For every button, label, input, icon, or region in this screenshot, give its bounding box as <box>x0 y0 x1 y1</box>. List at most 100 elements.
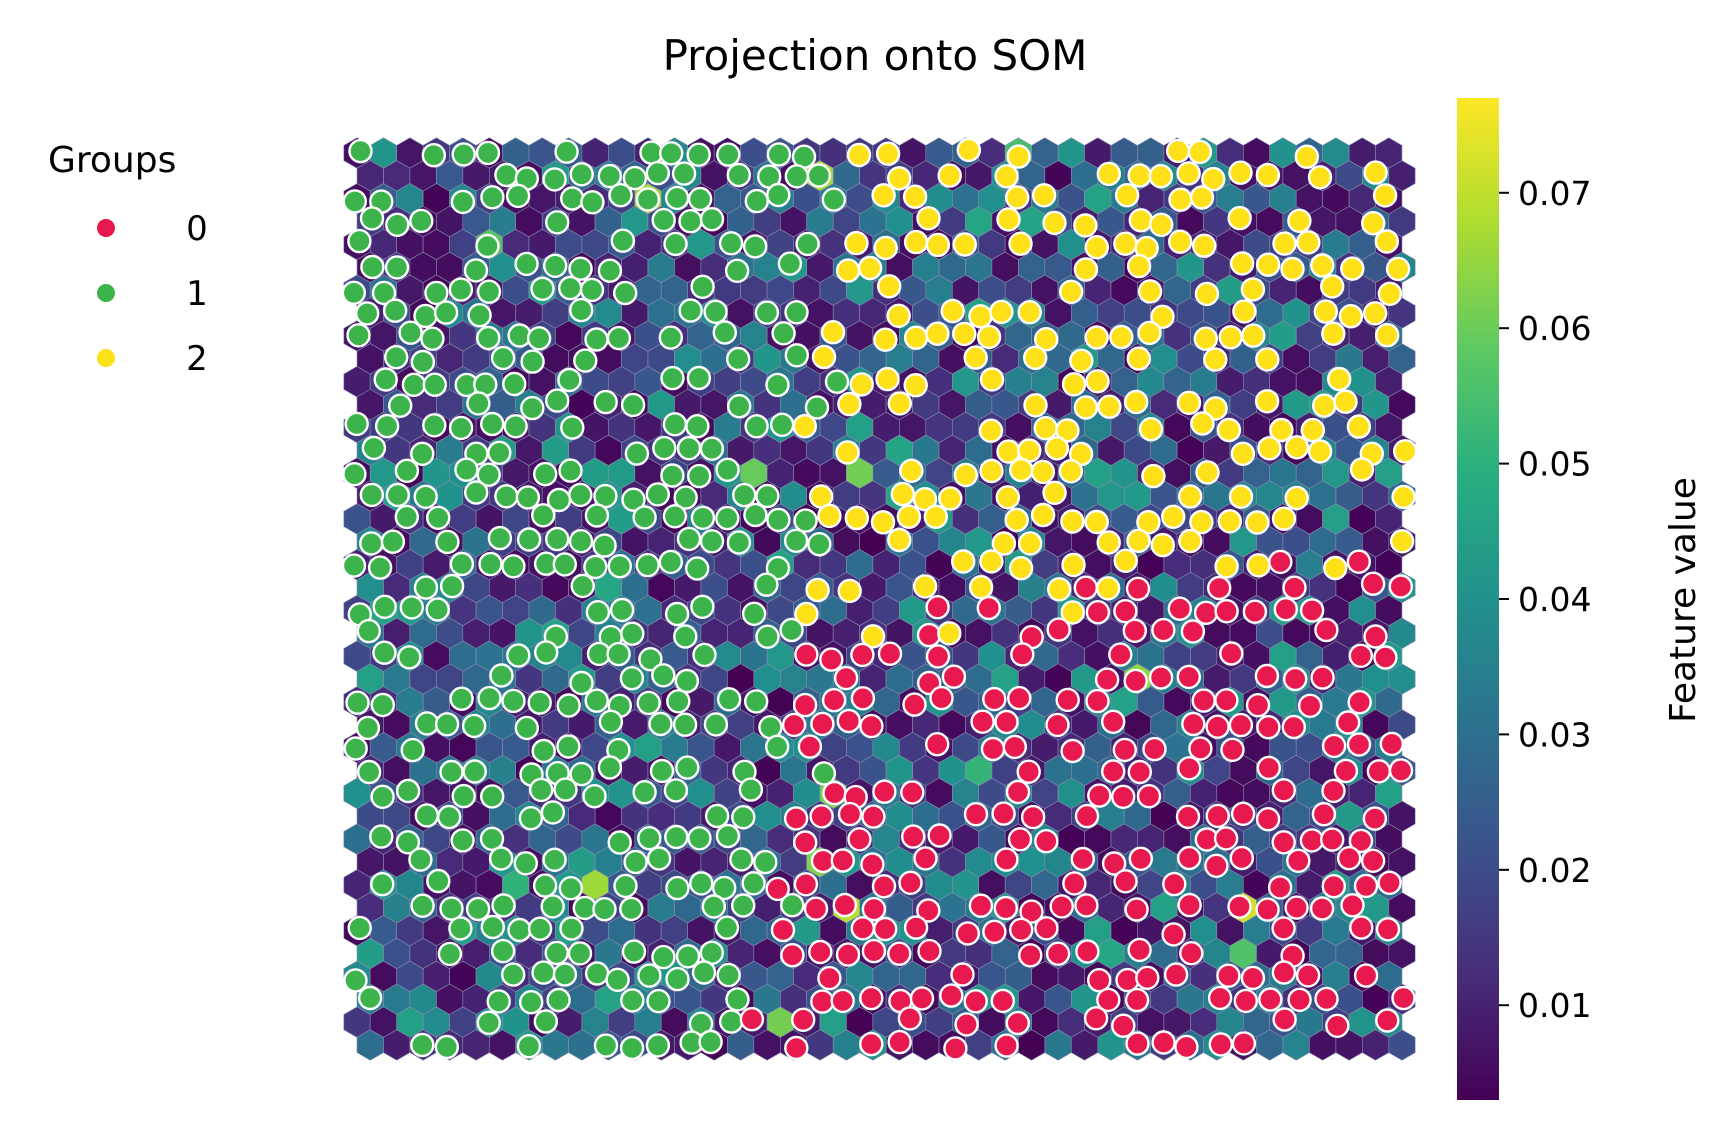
point-group-0 <box>739 1007 765 1032</box>
point-group-0 <box>872 779 897 804</box>
point-group-1 <box>414 711 440 736</box>
point-group-2 <box>860 624 886 649</box>
point-group-2 <box>1228 160 1253 185</box>
point-group-1 <box>395 830 421 855</box>
point-group-0 <box>830 988 855 1014</box>
point-group-0 <box>850 916 875 941</box>
point-group-2 <box>1084 509 1109 535</box>
point-group-1 <box>345 690 370 715</box>
point-group-2 <box>805 577 830 603</box>
point-group-1 <box>718 231 744 256</box>
point-group-1 <box>448 415 474 441</box>
point-group-1 <box>659 141 684 166</box>
point-group-0 <box>1124 897 1149 922</box>
point-group-1 <box>343 968 368 993</box>
point-group-0 <box>1214 688 1239 713</box>
point-group-1 <box>658 325 683 350</box>
point-group-1 <box>527 690 552 715</box>
point-group-1 <box>651 663 676 688</box>
point-group-0 <box>1127 759 1153 785</box>
point-group-0 <box>982 686 1007 712</box>
point-group-2 <box>912 487 938 512</box>
point-group-1 <box>729 847 754 872</box>
point-group-2 <box>995 485 1020 510</box>
point-group-1 <box>712 875 737 901</box>
point-group-2 <box>1061 552 1086 578</box>
colorbar-tick-label: 0.04 <box>1518 580 1591 619</box>
point-group-1 <box>347 915 372 941</box>
point-group-0 <box>1287 987 1312 1012</box>
point-group-2 <box>1137 279 1163 304</box>
point-group-1 <box>489 663 514 688</box>
point-group-0 <box>950 962 975 987</box>
point-group-0 <box>1321 778 1346 804</box>
point-group-0 <box>765 876 790 902</box>
point-group-1 <box>426 868 451 894</box>
point-group-2 <box>994 164 1019 189</box>
point-group-0 <box>1295 963 1321 988</box>
point-group-2 <box>996 207 1021 232</box>
point-group-0 <box>1113 599 1138 624</box>
point-group-0 <box>1388 574 1414 599</box>
point-group-0 <box>1267 875 1293 900</box>
point-group-1 <box>449 686 474 711</box>
point-group-2 <box>875 141 901 166</box>
point-group-1 <box>738 777 764 802</box>
point-group-2 <box>1017 300 1042 325</box>
point-group-2 <box>1201 166 1226 192</box>
point-group-0 <box>1299 828 1325 853</box>
point-group-2 <box>903 229 929 255</box>
point-group-0 <box>1167 596 1193 621</box>
point-group-0 <box>916 622 942 648</box>
point-group-0 <box>887 1029 912 1055</box>
point-group-1 <box>434 1034 459 1060</box>
point-group-2 <box>1165 138 1191 164</box>
point-group-0 <box>809 804 834 829</box>
point-group-1 <box>620 621 645 646</box>
point-group-1 <box>401 372 427 397</box>
point-group-0 <box>1034 829 1059 854</box>
point-group-0 <box>859 713 884 739</box>
point-group-1 <box>542 167 567 192</box>
point-group-1 <box>450 189 476 215</box>
point-group-2 <box>817 503 842 529</box>
point-group-1 <box>678 298 703 323</box>
point-group-0 <box>1271 778 1297 803</box>
point-group-2 <box>844 230 869 256</box>
point-group-1 <box>569 761 594 787</box>
point-group-2 <box>1055 418 1080 443</box>
point-group-1 <box>726 162 751 188</box>
point-group-0 <box>982 919 1007 944</box>
legend-entries: 0 1 2 <box>97 209 208 379</box>
point-group-1 <box>421 142 446 168</box>
point-group-2 <box>1168 187 1193 212</box>
point-group-1 <box>685 414 710 439</box>
point-group-1 <box>425 597 450 622</box>
point-group-0 <box>1151 1030 1176 1055</box>
colorbar-gradient <box>1457 98 1499 1100</box>
point-group-1 <box>754 572 779 597</box>
point-group-0 <box>1362 806 1388 831</box>
point-group-1 <box>674 668 700 694</box>
point-group-1 <box>662 412 688 437</box>
point-group-1 <box>824 369 850 394</box>
point-group-1 <box>804 395 830 420</box>
point-group-1 <box>648 711 673 737</box>
point-group-1 <box>410 1032 435 1058</box>
point-group-2 <box>1141 463 1166 489</box>
legend-marker-1 <box>97 284 115 302</box>
point-group-1 <box>712 320 737 345</box>
point-group-2 <box>1246 553 1271 578</box>
point-group-1 <box>533 461 558 487</box>
point-group-0 <box>1127 937 1152 963</box>
point-group-2 <box>890 481 915 507</box>
point-group-1 <box>466 391 491 416</box>
point-group-1 <box>394 504 419 530</box>
point-group-1 <box>540 894 565 919</box>
point-group-1 <box>507 917 532 943</box>
point-group-2 <box>1203 396 1228 421</box>
point-group-0 <box>925 644 951 669</box>
point-group-2 <box>937 621 962 646</box>
point-group-1 <box>665 875 690 901</box>
point-group-2 <box>887 391 912 416</box>
